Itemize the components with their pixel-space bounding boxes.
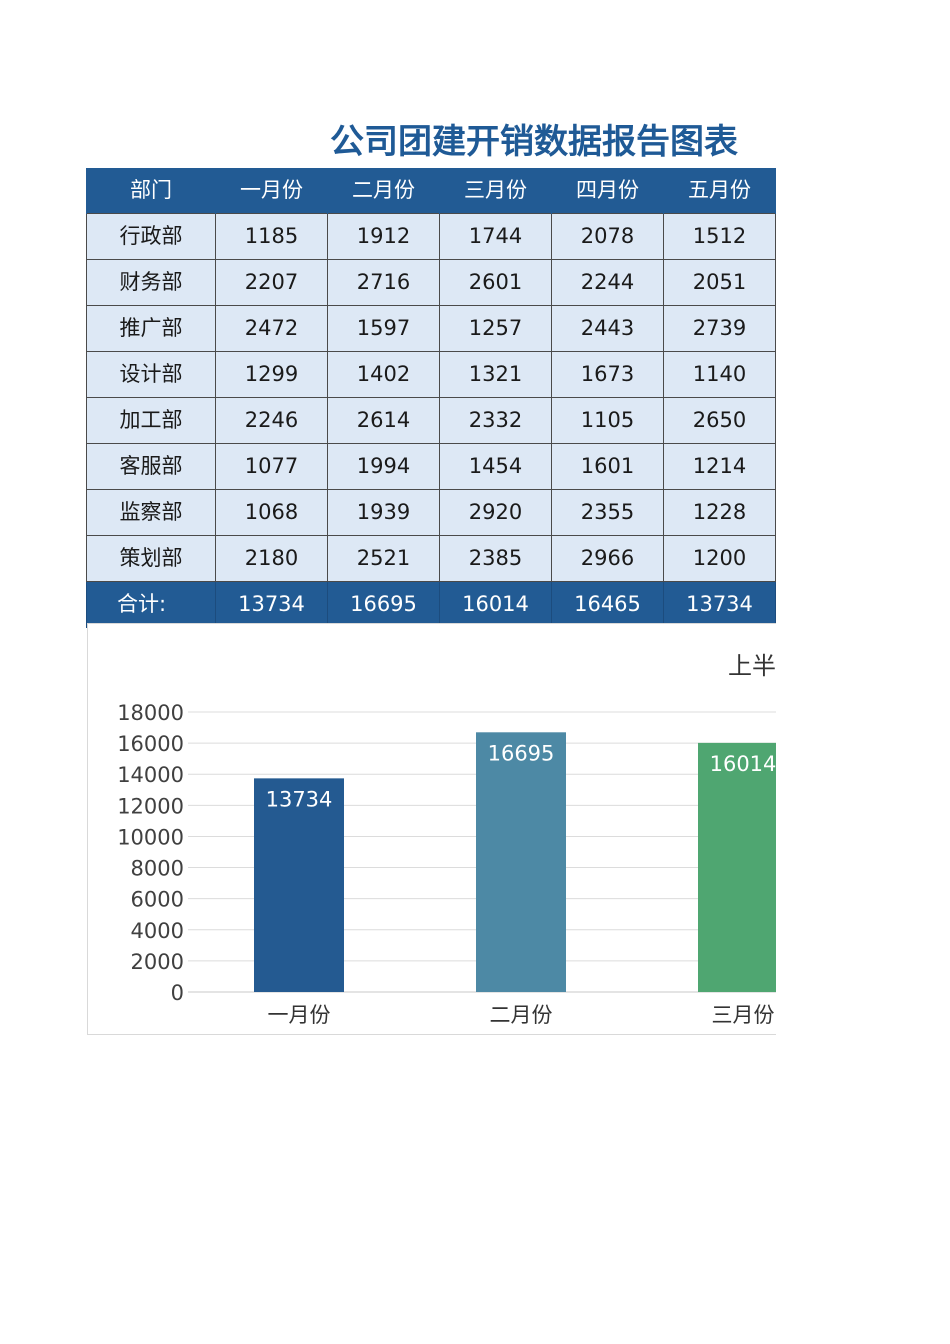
expense-table: 部门 一月份 二月份 三月份 四月份 五月份 行政部 1185 1912 1744 20…	[86, 168, 776, 628]
value-cell: 1673	[551, 351, 664, 398]
table-row: 监察部 1068 1939 2920 2355 1228	[86, 489, 776, 536]
table-row: 行政部 1185 1912 1744 2078 1512	[86, 213, 776, 260]
table-row: 加工部 2246 2614 2332 1105 2650	[86, 397, 776, 444]
value-cell: 1744	[439, 213, 552, 260]
value-cell: 1257	[439, 305, 552, 352]
report-title: 公司团建开销数据报告图表	[330, 122, 738, 162]
y-tick-label: 2000	[131, 950, 184, 974]
value-cell: 2246	[215, 397, 328, 444]
value-cell: 2051	[663, 259, 776, 306]
value-cell: 2355	[551, 489, 664, 536]
dept-name: 监察部	[86, 489, 216, 536]
bar	[476, 732, 566, 992]
value-cell: 1321	[439, 351, 552, 398]
y-tick-label: 4000	[131, 919, 184, 943]
value-cell: 2180	[215, 535, 328, 582]
value-cell: 2716	[327, 259, 440, 306]
value-cell: 2966	[551, 535, 664, 582]
value-cell: 2207	[215, 259, 328, 306]
total-label: 合计:	[86, 581, 216, 628]
value-cell: 2650	[663, 397, 776, 444]
x-tick-label: 二月份	[490, 1003, 553, 1027]
dept-name: 设计部	[86, 351, 216, 398]
total-row: 合计: 13734 16695 16014 16465 13734	[86, 581, 776, 628]
y-tick-label: 0	[171, 981, 184, 1005]
value-cell: 1185	[215, 213, 328, 260]
bar	[698, 742, 776, 992]
value-cell: 1200	[663, 535, 776, 582]
value-cell: 1105	[551, 397, 664, 444]
value-cell: 1402	[327, 351, 440, 398]
y-tick-label: 18000	[117, 701, 184, 725]
bar-data-label: 16695	[488, 741, 555, 765]
total-cell: 13734	[215, 581, 328, 628]
value-cell: 2078	[551, 213, 664, 260]
table-row: 设计部 1299 1402 1321 1673 1140	[86, 351, 776, 398]
bar-data-label: 16014	[710, 752, 776, 776]
table-row: 推广部 2472 1597 1257 2443 2739	[86, 305, 776, 352]
y-tick-label: 6000	[131, 888, 184, 912]
value-cell: 1214	[663, 443, 776, 490]
y-tick-label: 8000	[131, 857, 184, 881]
table-row: 客服部 1077 1994 1454 1601 1214	[86, 443, 776, 490]
dept-name: 客服部	[86, 443, 216, 490]
dept-name: 推广部	[86, 305, 216, 352]
value-cell: 2385	[439, 535, 552, 582]
table-row: 财务部 2207 2716 2601 2244 2051	[86, 259, 776, 306]
bar-data-label: 13734	[266, 787, 333, 811]
value-cell: 1912	[327, 213, 440, 260]
dept-name: 财务部	[86, 259, 216, 306]
y-tick-label: 10000	[117, 825, 184, 849]
x-tick-label: 三月份	[712, 1003, 775, 1027]
header-mar: 三月份	[439, 168, 552, 214]
total-cell: 16465	[551, 581, 664, 628]
y-tick-label: 14000	[117, 763, 184, 787]
header-apr: 四月份	[551, 168, 664, 214]
header-jan: 一月份	[215, 168, 328, 214]
chart-title: 上半	[728, 652, 776, 680]
value-cell: 2244	[551, 259, 664, 306]
value-cell: 2332	[439, 397, 552, 444]
value-cell: 2472	[215, 305, 328, 352]
value-cell: 2521	[327, 535, 440, 582]
total-cell: 16014	[439, 581, 552, 628]
dept-name: 行政部	[86, 213, 216, 260]
x-tick-label: 一月份	[268, 1003, 331, 1027]
total-cell: 16695	[327, 581, 440, 628]
value-cell: 1228	[663, 489, 776, 536]
value-cell: 1994	[327, 443, 440, 490]
table-row: 策划部 2180 2521 2385 2966 1200	[86, 535, 776, 582]
bar-chart: 上半 0 2000 4000 6000 8000 10000 12000 14000 16000…	[117, 652, 776, 1027]
total-cell: 13734	[663, 581, 776, 628]
value-cell: 2443	[551, 305, 664, 352]
y-tick-label: 16000	[117, 732, 184, 756]
report-area: 部门 一月份 二月份 三月份 四月份 五月份 行政部 1185 1912 1744 20…	[86, 168, 776, 1038]
value-cell: 1512	[663, 213, 776, 260]
value-cell: 2739	[663, 305, 776, 352]
value-cell: 1077	[215, 443, 328, 490]
value-cell: 2920	[439, 489, 552, 536]
value-cell: 1454	[439, 443, 552, 490]
value-cell: 1140	[663, 351, 776, 398]
value-cell: 1068	[215, 489, 328, 536]
value-cell: 1601	[551, 443, 664, 490]
header-feb: 二月份	[327, 168, 440, 214]
dept-name: 策划部	[86, 535, 216, 582]
value-cell: 2614	[327, 397, 440, 444]
bar	[254, 778, 344, 992]
value-cell: 1939	[327, 489, 440, 536]
y-tick-label: 12000	[117, 794, 184, 818]
header-may: 五月份	[663, 168, 776, 214]
value-cell: 1597	[327, 305, 440, 352]
table-header-row: 部门 一月份 二月份 三月份 四月份 五月份	[86, 168, 776, 214]
dept-name: 加工部	[86, 397, 216, 444]
value-cell: 1299	[215, 351, 328, 398]
chart-frame: 上半 0 2000 4000 6000 8000 10000 12000 14000 16000…	[87, 623, 776, 1035]
header-dept: 部门	[86, 168, 216, 214]
value-cell: 2601	[439, 259, 552, 306]
